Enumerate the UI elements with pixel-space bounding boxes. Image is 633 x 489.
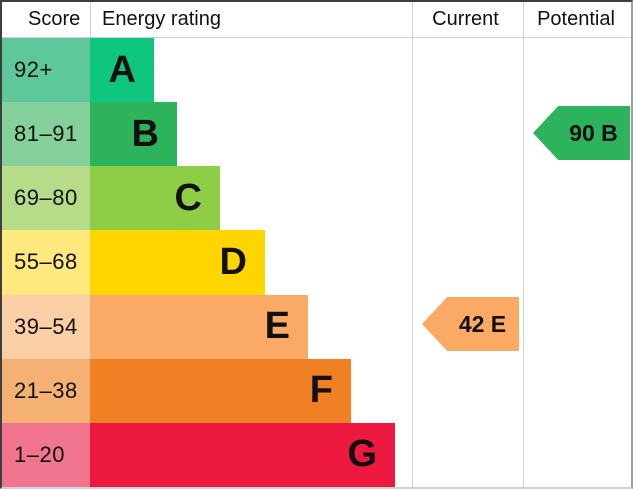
band-letter: F bbox=[309, 369, 333, 412]
band-score-cell: 21–38 bbox=[2, 358, 90, 423]
header-current: Current bbox=[432, 8, 499, 30]
band-score-label: 81–91 bbox=[14, 121, 78, 147]
band-letter: C bbox=[174, 176, 202, 219]
band-score-label: 1–20 bbox=[14, 441, 65, 467]
band-row-e: 39–54 E bbox=[2, 294, 631, 359]
current-column-divider bbox=[412, 2, 413, 487]
band-letter: A bbox=[108, 48, 136, 91]
band-score-cell: 81–91 bbox=[2, 102, 90, 167]
potential-rating-value: 90 B bbox=[569, 119, 618, 146]
header-energy-rating: Energy rating bbox=[102, 8, 221, 30]
chart-header-row: Score Energy rating Current Potential bbox=[2, 2, 631, 38]
band-bar: C bbox=[90, 166, 220, 231]
band-score-cell: 92+ bbox=[2, 38, 90, 103]
band-letter: B bbox=[131, 112, 159, 155]
band-row-a: 92+ A bbox=[2, 38, 631, 103]
band-score-label: 21–38 bbox=[14, 377, 78, 403]
band-score-cell: 39–54 bbox=[2, 294, 90, 359]
band-row-b: 81–91 B bbox=[2, 102, 631, 167]
band-row-c: 69–80 C bbox=[2, 166, 631, 231]
band-row-d: 55–68 D bbox=[2, 230, 631, 295]
bands-area: 92+ A 81–91 B 69–80 C 55–68 bbox=[2, 38, 631, 487]
band-score-cell: 69–80 bbox=[2, 166, 90, 231]
band-score-cell: 1–20 bbox=[2, 422, 90, 487]
potential-column-divider bbox=[523, 2, 524, 487]
band-score-cell: 55–68 bbox=[2, 230, 90, 295]
band-letter: G bbox=[347, 433, 377, 476]
band-letter: D bbox=[219, 240, 247, 283]
header-potential: Potential bbox=[537, 8, 615, 30]
band-bar: E bbox=[90, 294, 308, 359]
band-row-g: 1–20 G bbox=[2, 422, 631, 487]
band-row-f: 21–38 F bbox=[2, 358, 631, 423]
band-score-label: 69–80 bbox=[14, 185, 78, 211]
band-bar: G bbox=[90, 422, 395, 487]
band-score-label: 92+ bbox=[14, 57, 53, 83]
current-rating-value: 42 E bbox=[458, 310, 507, 337]
band-bar: D bbox=[90, 230, 265, 295]
header-score: Score bbox=[2, 2, 91, 37]
band-bar: F bbox=[90, 358, 351, 423]
band-bar: B bbox=[90, 102, 177, 167]
band-score-label: 55–68 bbox=[14, 249, 78, 275]
band-score-label: 39–54 bbox=[14, 313, 78, 339]
band-bar: A bbox=[90, 38, 154, 103]
band-letter: E bbox=[264, 305, 290, 348]
